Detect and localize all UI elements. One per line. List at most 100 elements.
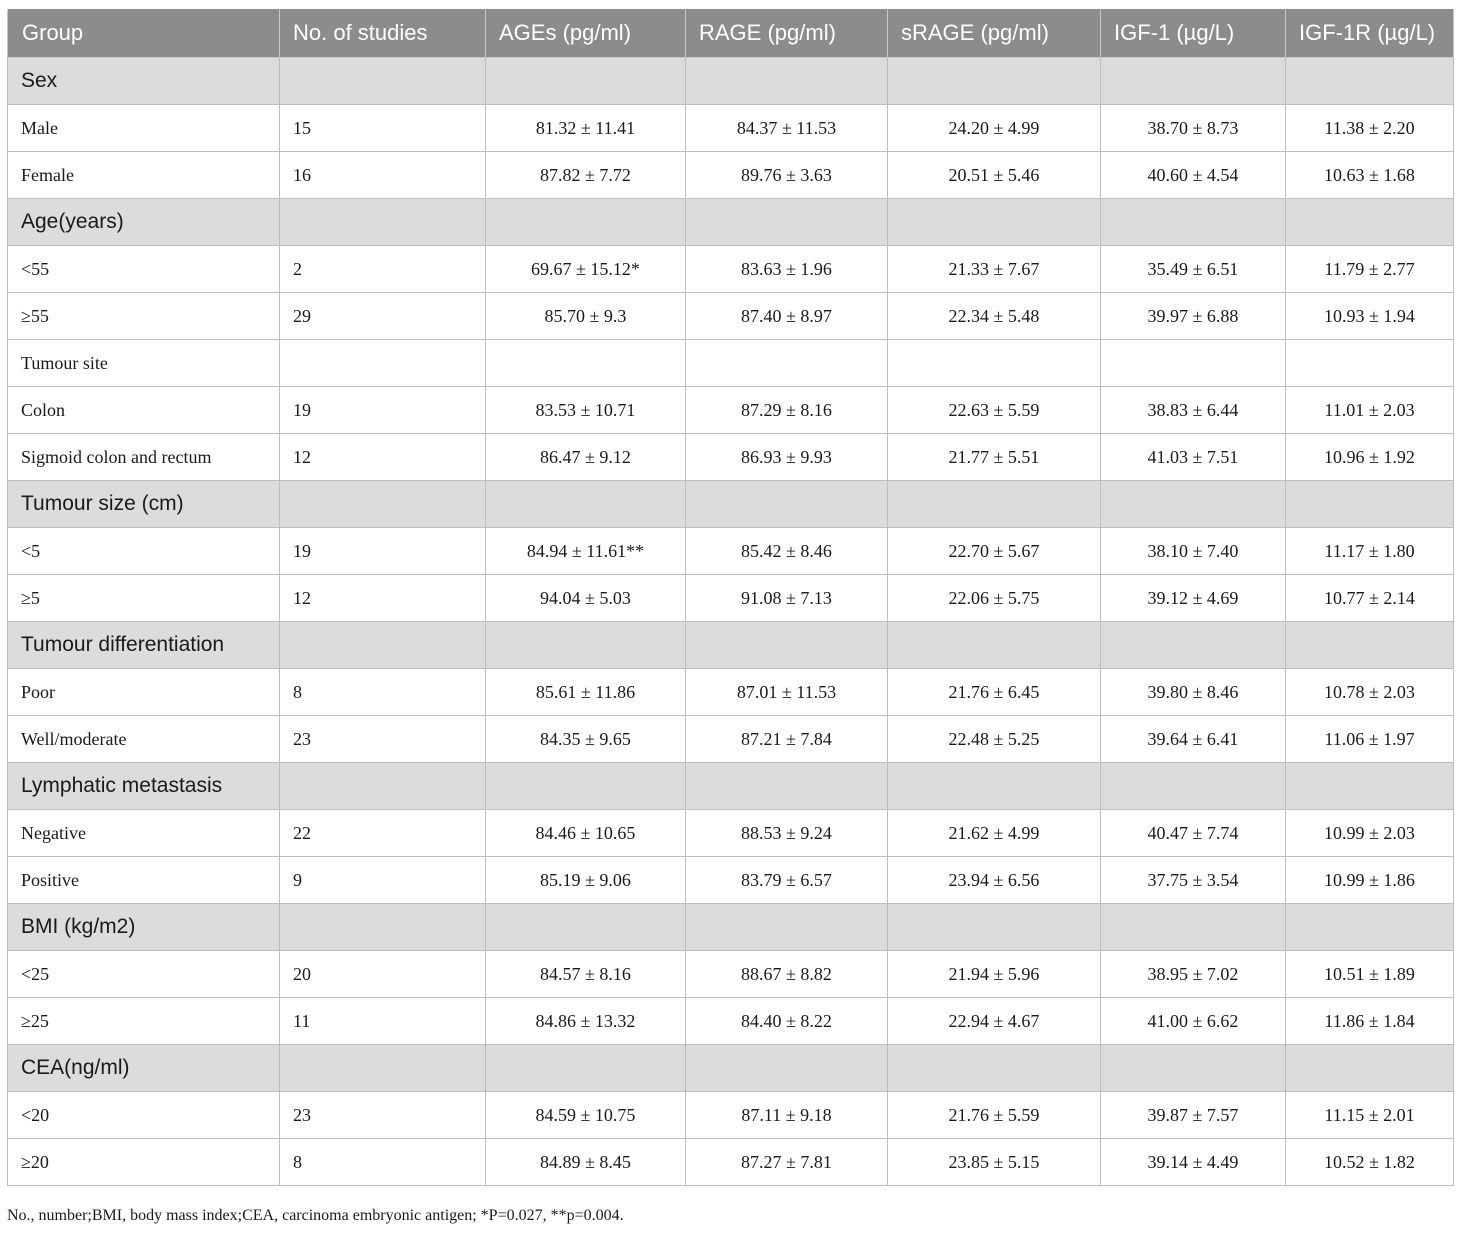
value-cell: 39.14 ± 4.49 — [1100, 1138, 1286, 1186]
table-row: ≥20 8 84.89 ± 8.45 87.27 ± 7.81 23.85 ± 5.15… — [7, 1138, 1454, 1186]
section-empty-cell — [1285, 57, 1454, 105]
value-cell: 11.38 ± 2.20 — [1285, 104, 1454, 152]
value-cell: 83.79 ± 6.57 — [685, 856, 888, 904]
table-footnote: No., number;BMI, body mass index;CEA, ca… — [7, 1207, 624, 1224]
header-group: Group — [7, 9, 280, 58]
table-body: Sex Male 15 81.32 ± 11.41 84.37 ± 11.53 24.20… — [7, 57, 1454, 1186]
row-label-cell: Female — [7, 151, 280, 199]
section-empty-cell — [485, 903, 686, 951]
value-cell: 22.48 ± 5.25 — [887, 715, 1101, 763]
table-row: Negative 22 84.46 ± 10.65 88.53 ± 9.24 21.62… — [7, 809, 1454, 857]
header-rage: RAGE (pg/ml) — [685, 9, 888, 58]
value-cell: 21.77 ± 5.51 — [887, 433, 1101, 481]
section-empty-cell — [887, 57, 1101, 105]
value-cell: 84.46 ± 10.65 — [485, 809, 686, 857]
value-cell: 84.86 ± 13.32 — [485, 997, 686, 1045]
value-cell: 11.79 ± 2.77 — [1285, 245, 1454, 293]
value-cell: 87.27 ± 7.81 — [685, 1138, 888, 1186]
value-cell: 87.21 ± 7.84 — [685, 715, 888, 763]
value-cell: 11.86 ± 1.84 — [1285, 997, 1454, 1045]
section-row: Lymphatic metastasis — [7, 762, 1454, 810]
section-empty-cell — [685, 1044, 888, 1092]
value-cell: 23.94 ± 6.56 — [887, 856, 1101, 904]
value-cell: 83.63 ± 1.96 — [685, 245, 888, 293]
study-count-cell: 19 — [279, 527, 486, 575]
section-empty-cell — [887, 903, 1101, 951]
section-empty-cell — [279, 1044, 486, 1092]
study-count-cell: 16 — [279, 151, 486, 199]
row-label-cell: ≥55 — [7, 292, 280, 340]
value-cell: 87.40 ± 8.97 — [685, 292, 888, 340]
value-cell: 37.75 ± 3.54 — [1100, 856, 1286, 904]
section-row: Tumour size (cm) — [7, 480, 1454, 528]
value-cell — [887, 339, 1101, 387]
value-cell: 81.32 ± 11.41 — [485, 104, 686, 152]
row-label-cell: <5 — [7, 527, 280, 575]
value-cell: 11.15 ± 2.01 — [1285, 1091, 1454, 1139]
section-empty-cell — [485, 762, 686, 810]
table-row: Male 15 81.32 ± 11.41 84.37 ± 11.53 24.20 ± … — [7, 104, 1454, 152]
row-label-cell: Poor — [7, 668, 280, 716]
section-empty-cell — [685, 57, 888, 105]
study-count-cell: 8 — [279, 668, 486, 716]
value-cell — [485, 339, 686, 387]
value-cell: 21.33 ± 7.67 — [887, 245, 1101, 293]
value-cell: 40.47 ± 7.74 — [1100, 809, 1286, 857]
section-empty-cell — [279, 903, 486, 951]
header-srage: sRAGE (pg/ml) — [887, 9, 1101, 58]
value-cell: 11.01 ± 2.03 — [1285, 386, 1454, 434]
value-cell: 11.06 ± 1.97 — [1285, 715, 1454, 763]
table-header: Group No. of studies AGEs (pg/ml) RAGE (… — [7, 9, 1454, 58]
section-empty-cell — [1100, 762, 1286, 810]
value-cell: 24.20 ± 4.99 — [887, 104, 1101, 152]
row-label-cell: Tumour site — [7, 339, 280, 387]
data-table-container: Group No. of studies AGEs (pg/ml) RAGE (… — [7, 9, 1454, 1186]
value-cell: 86.47 ± 9.12 — [485, 433, 686, 481]
value-cell: 86.93 ± 9.93 — [685, 433, 888, 481]
table-row: ≥55 29 85.70 ± 9.3 87.40 ± 8.97 22.34 ± 5.48… — [7, 292, 1454, 340]
section-empty-cell — [685, 903, 888, 951]
table-row: <20 23 84.59 ± 10.75 87.11 ± 9.18 21.76 ± 5.… — [7, 1091, 1454, 1139]
value-cell: 85.42 ± 8.46 — [685, 527, 888, 575]
section-empty-cell — [1285, 903, 1454, 951]
header-igf-1: IGF-1 (µg/L) — [1100, 9, 1286, 58]
value-cell — [685, 339, 888, 387]
section-row: BMI (kg/m2) — [7, 903, 1454, 951]
table-row: <55 2 69.67 ± 15.12* 83.63 ± 1.96 21.33 ± 7.… — [7, 245, 1454, 293]
value-cell: 89.76 ± 3.63 — [685, 151, 888, 199]
section-label: Sex — [7, 57, 280, 105]
section-empty-cell — [887, 762, 1101, 810]
study-count-cell: 8 — [279, 1138, 486, 1186]
value-cell: 38.10 ± 7.40 — [1100, 527, 1286, 575]
value-cell: 22.94 ± 4.67 — [887, 997, 1101, 1045]
section-empty-cell — [1100, 621, 1286, 669]
section-empty-cell — [485, 57, 686, 105]
value-cell: 88.67 ± 8.82 — [685, 950, 888, 998]
study-count-cell: 15 — [279, 104, 486, 152]
study-count-cell: 11 — [279, 997, 486, 1045]
section-empty-cell — [1285, 198, 1454, 246]
value-cell: 88.53 ± 9.24 — [685, 809, 888, 857]
table-row: <25 20 84.57 ± 8.16 88.67 ± 8.82 21.94 ± 5.9… — [7, 950, 1454, 998]
value-cell: 39.80 ± 8.46 — [1100, 668, 1286, 716]
value-cell: 22.34 ± 5.48 — [887, 292, 1101, 340]
section-empty-cell — [1285, 762, 1454, 810]
section-empty-cell — [1285, 621, 1454, 669]
header-row: Group No. of studies AGEs (pg/ml) RAGE (… — [7, 9, 1454, 58]
table-row: <5 19 84.94 ± 11.61** 85.42 ± 8.46 22.70 ± 5… — [7, 527, 1454, 575]
study-count-cell: 22 — [279, 809, 486, 857]
section-label: Age(years) — [7, 198, 280, 246]
value-cell: 39.64 ± 6.41 — [1100, 715, 1286, 763]
value-cell: 10.63 ± 1.68 — [1285, 151, 1454, 199]
value-cell: 84.35 ± 9.65 — [485, 715, 686, 763]
table-row: Positive 9 85.19 ± 9.06 83.79 ± 6.57 23.94 ±… — [7, 856, 1454, 904]
section-row: Age(years) — [7, 198, 1454, 246]
section-empty-cell — [1100, 480, 1286, 528]
value-cell: 39.87 ± 7.57 — [1100, 1091, 1286, 1139]
table-row: Sigmoid colon and rectum 12 86.47 ± 9.12 86… — [7, 433, 1454, 481]
section-empty-cell — [887, 480, 1101, 528]
section-empty-cell — [1100, 57, 1286, 105]
section-empty-cell — [485, 1044, 686, 1092]
value-cell: 22.63 ± 5.59 — [887, 386, 1101, 434]
row-label-cell: <25 — [7, 950, 280, 998]
